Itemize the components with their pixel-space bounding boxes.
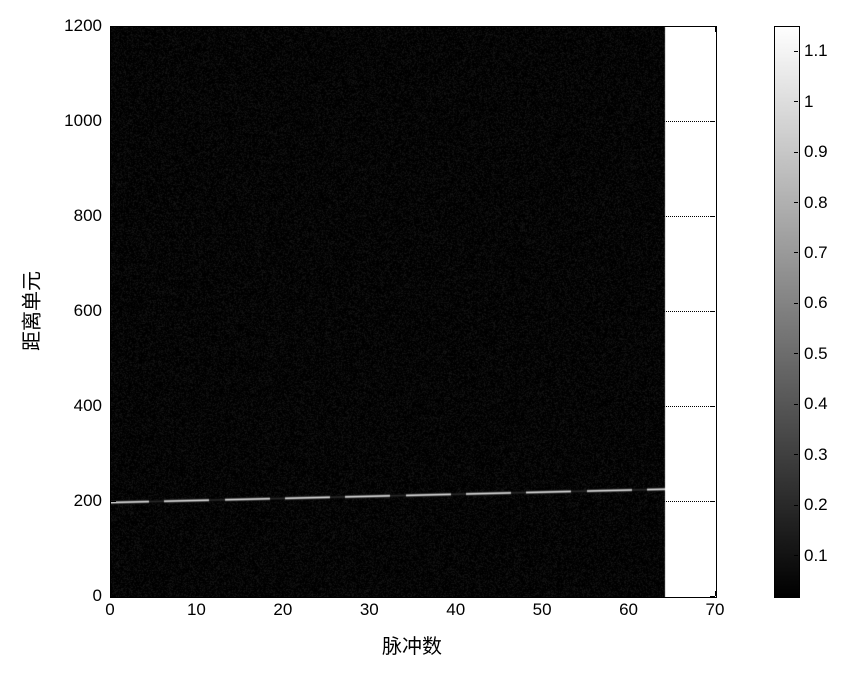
dotted-gridline [663,501,715,502]
y-axis-label: 距离单元 [16,271,45,351]
x-axis-label: 脉冲数 [382,630,442,659]
x-tick-mark [282,591,283,596]
y-tick-label: 0 [52,586,102,606]
x-tick-mark [455,591,456,596]
y-tick-label: 800 [52,206,102,226]
y-tick-label: 200 [52,491,102,511]
dotted-gridline [663,311,715,312]
x-tick-mark [628,591,629,596]
x-tick-label: 70 [706,600,725,620]
x-tick-label: 10 [187,600,206,620]
colorbar-tick-mark [794,152,798,153]
y-tick-mark [111,501,116,502]
x-tick-label: 60 [619,600,638,620]
x-tick-mark [369,591,370,596]
y-tick-label: 600 [52,301,102,321]
colorbar-tick-label: 0.5 [804,344,828,364]
y-tick-mark [111,406,116,407]
colorbar [774,26,800,598]
colorbar-canvas [775,27,799,597]
dotted-gridline [663,216,715,217]
colorbar-tick-mark [794,353,798,354]
y-tick-label: 400 [52,396,102,416]
x-tick-mark [282,27,283,32]
dotted-gridline [663,26,715,27]
x-tick-label: 30 [360,600,379,620]
x-tick-label: 0 [105,600,114,620]
colorbar-tick-label: 0.4 [804,394,828,414]
colorbar-tick-label: 1.1 [804,41,828,61]
y-tick-mark [111,311,116,312]
colorbar-tick-label: 0.6 [804,293,828,313]
x-tick-mark [110,27,111,32]
y-tick-label: 1200 [52,16,102,36]
colorbar-tick-label: 0.9 [804,142,828,162]
colorbar-tick-label: 1 [804,92,813,112]
plot-area [110,26,717,598]
y-tick-mark [111,121,116,122]
colorbar-tick-mark [794,404,798,405]
y-tick-mark [111,26,116,27]
colorbar-tick-label: 0.1 [804,546,828,566]
colorbar-tick-label: 0.7 [804,243,828,263]
x-tick-label: 20 [273,600,292,620]
y-tick-mark [111,596,116,597]
colorbar-tick-mark [794,555,798,556]
colorbar-tick-mark [794,454,798,455]
y-tick-mark [710,596,715,597]
heatmap-canvas [111,27,716,597]
x-tick-mark [196,27,197,32]
x-tick-mark [455,27,456,32]
figure: 脉冲数 距离单元 0 10 20 30 40 50 60 70 0 200 400 600 800 100… [0,0,849,675]
colorbar-tick-mark [794,252,798,253]
x-tick-label: 40 [446,600,465,620]
colorbar-tick-mark [794,303,798,304]
x-tick-mark [628,27,629,32]
dotted-gridline [663,406,715,407]
colorbar-tick-label: 0.2 [804,495,828,515]
colorbar-tick-mark [794,202,798,203]
x-tick-label: 50 [533,600,552,620]
x-tick-mark [196,591,197,596]
colorbar-tick-mark [794,51,798,52]
x-tick-mark [715,27,716,32]
dotted-gridline [663,121,715,122]
colorbar-tick-label: 0.8 [804,193,828,213]
colorbar-tick-mark [794,505,798,506]
colorbar-tick-label: 0.3 [804,445,828,465]
y-tick-mark [111,216,116,217]
x-tick-mark [542,27,543,32]
colorbar-tick-mark [794,101,798,102]
y-tick-label: 1000 [52,111,102,131]
x-tick-mark [369,27,370,32]
x-tick-mark [542,591,543,596]
